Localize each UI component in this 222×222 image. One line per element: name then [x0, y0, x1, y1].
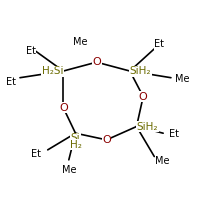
- Text: Et: Et: [154, 39, 164, 50]
- Text: H₂Si: H₂Si: [42, 66, 63, 76]
- Text: Et: Et: [6, 77, 16, 87]
- Text: Et: Et: [26, 46, 36, 56]
- Text: Me: Me: [155, 156, 170, 166]
- Text: Et: Et: [169, 129, 179, 139]
- Text: H₂: H₂: [69, 140, 81, 150]
- Text: SiH₂: SiH₂: [137, 121, 158, 132]
- Text: O: O: [102, 135, 111, 145]
- Text: O: O: [139, 91, 148, 102]
- Text: O: O: [59, 103, 68, 113]
- Text: Me: Me: [175, 74, 190, 84]
- Text: O: O: [92, 57, 101, 67]
- Text: Me: Me: [61, 165, 76, 175]
- Text: SiH₂: SiH₂: [130, 66, 151, 76]
- Text: Me: Me: [73, 37, 87, 47]
- Text: Et: Et: [31, 149, 41, 159]
- Text: Si: Si: [71, 133, 80, 143]
